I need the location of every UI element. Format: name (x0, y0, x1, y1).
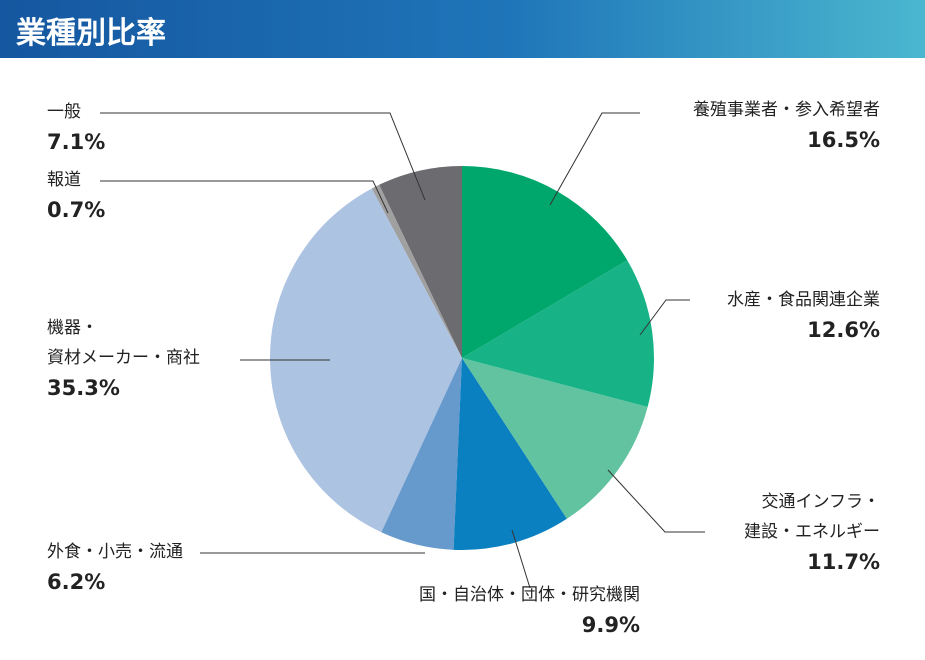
pie-slice (270, 188, 462, 533)
value-label: 12.6% (807, 318, 880, 342)
header-banner: 業種別比率 (0, 0, 925, 58)
slice-label: 報道 0.7% (47, 165, 167, 225)
category-label: 外食・小売・流通 (47, 542, 183, 562)
slice-label: 国・自治体・団体・研究機関 9.9% (380, 580, 640, 640)
value-label: 11.7% (807, 550, 880, 574)
category-label: 交通インフラ・ 建設・エネルギー (744, 492, 880, 542)
pie-slice (462, 166, 628, 358)
slice-label: 一般 7.1% (47, 97, 167, 157)
slice-label: 養殖事業者・参入希望者 16.5% (600, 95, 880, 155)
category-label: 機器・ 資材メーカー・商社 (47, 318, 200, 368)
slice-label: 交通インフラ・ 建設・エネルギー 11.7% (600, 487, 880, 577)
category-label: 水産・食品関連企業 (727, 290, 880, 310)
category-label: 報道 (47, 170, 81, 190)
value-label: 0.7% (47, 198, 106, 222)
slice-label: 水産・食品関連企業 12.6% (600, 285, 880, 345)
value-label: 6.2% (47, 570, 106, 594)
pie-slice (379, 166, 462, 358)
value-label: 7.1% (47, 130, 106, 154)
value-label: 16.5% (807, 128, 880, 152)
slice-label: 外食・小売・流通 6.2% (47, 537, 287, 597)
value-label: 35.3% (47, 376, 120, 400)
pie-slice (462, 260, 654, 407)
pie-slice (371, 184, 462, 358)
pie-slice (381, 358, 462, 550)
pie-slice (453, 358, 567, 550)
pie-slice (462, 358, 648, 519)
leader-lines (100, 112, 705, 589)
value-label: 9.9% (581, 613, 640, 637)
category-label: 養殖事業者・参入希望者 (693, 100, 880, 120)
category-label: 一般 (47, 102, 81, 122)
chart-title: 業種別比率 (16, 16, 166, 51)
slice-label: 機器・ 資材メーカー・商社 35.3% (47, 313, 287, 403)
category-label: 国・自治体・団体・研究機関 (419, 585, 640, 605)
